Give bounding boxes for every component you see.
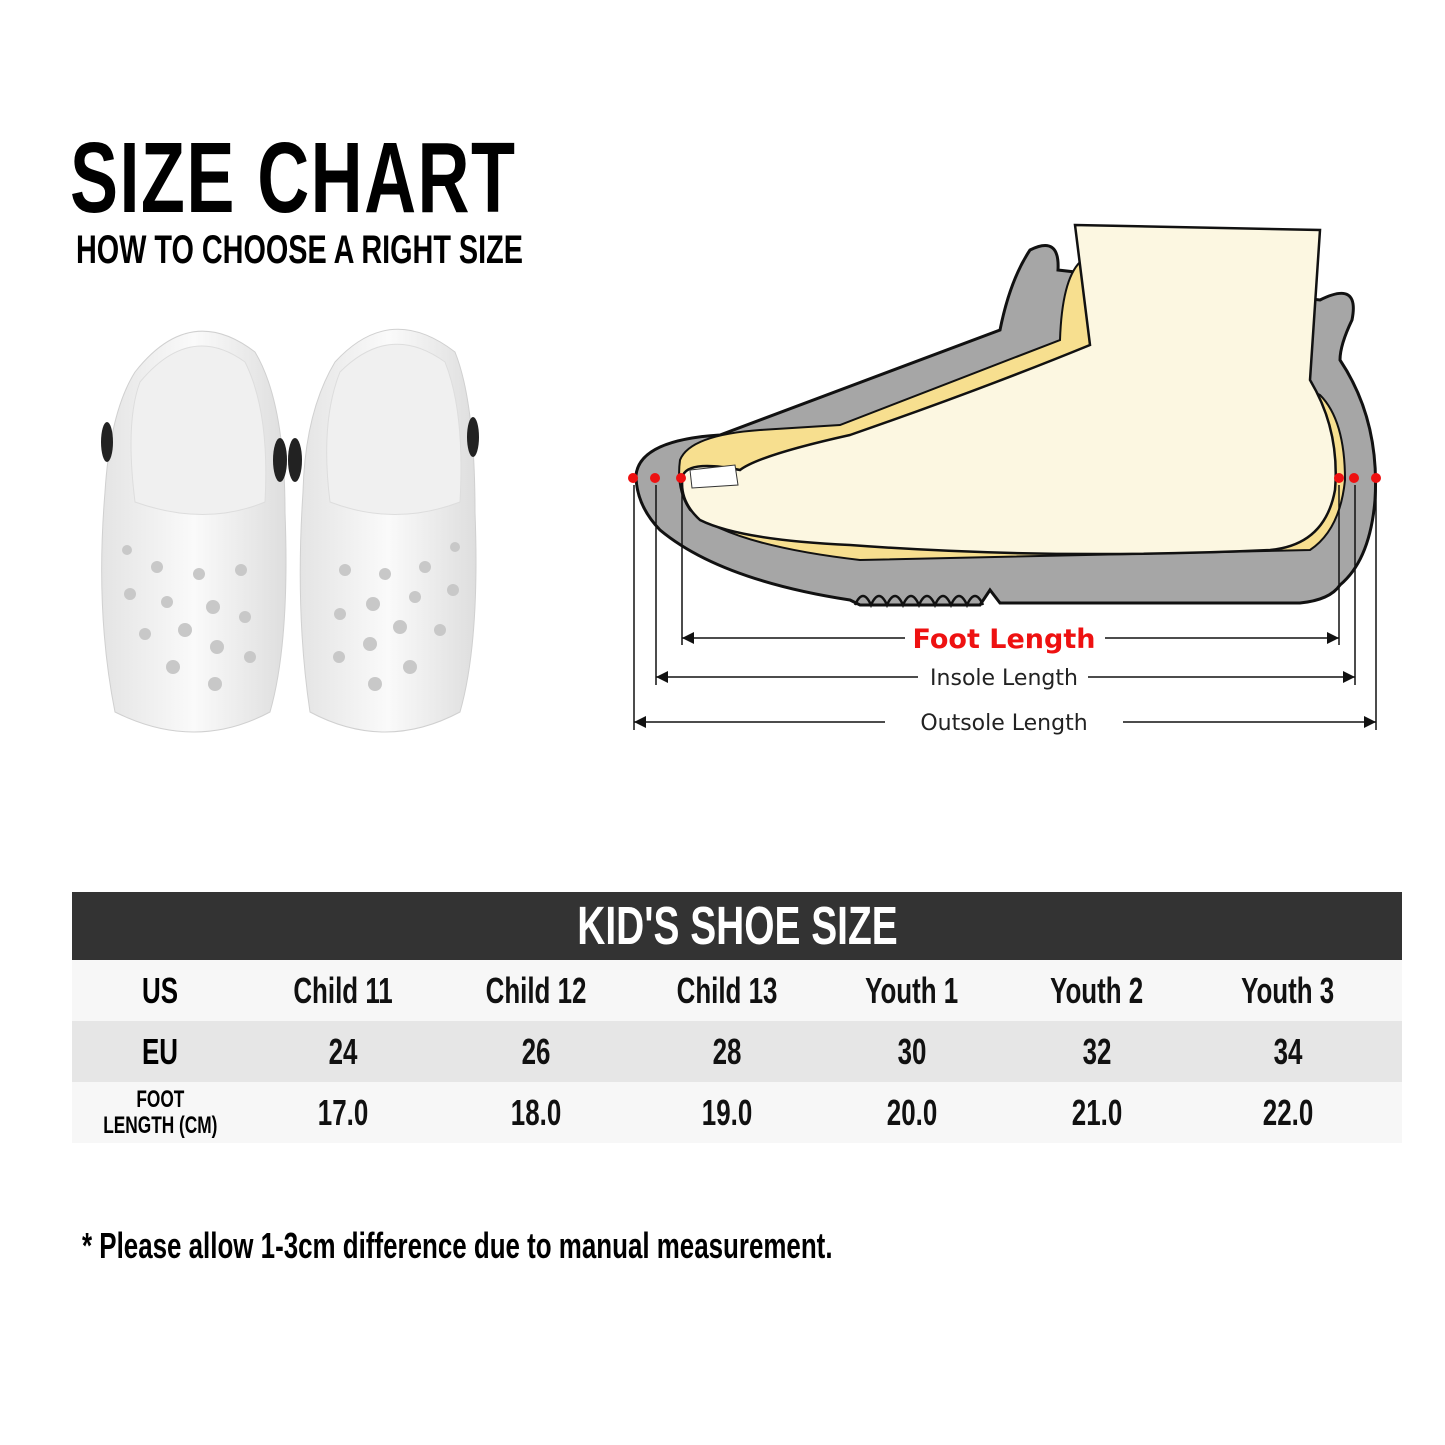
table-cell: Youth 3	[1241, 969, 1335, 1011]
footnote: * Please allow 1-3cm difference due to m…	[82, 1225, 833, 1266]
measure-points	[628, 473, 1381, 483]
table-cell: 24	[328, 1030, 358, 1072]
table-cell: 17.0	[317, 1091, 369, 1133]
left-clog	[101, 330, 287, 733]
table-cell: 34	[1273, 1030, 1303, 1072]
row-label: EU	[141, 1030, 178, 1072]
table-cell: 28	[712, 1030, 742, 1072]
table-cell: 20.0	[886, 1091, 938, 1133]
table-cell: 19.0	[701, 1091, 753, 1133]
foot-shape	[680, 223, 1337, 556]
table-row-us: US Child 11 Child 12 Child 13 Youth 1 Yo…	[72, 960, 1402, 1021]
table-cell: Child 13	[676, 969, 778, 1011]
foot-length-label: Foot Length	[913, 624, 1096, 655]
table-cell: Youth 2	[1050, 969, 1144, 1011]
table-cell: Child 11	[293, 969, 393, 1011]
size-table: KID'S SHOE SIZE US Child 11 Child 12 Chi…	[72, 892, 1402, 1143]
table-cell: 18.0	[510, 1091, 562, 1133]
foot-measurement-diagram: Foot Length Insole Length Outsole Length	[628, 223, 1381, 736]
table-cell: Youth 1	[865, 969, 959, 1011]
table-cell: Child 12	[485, 969, 587, 1011]
table-cell: 32	[1082, 1030, 1112, 1072]
table-cell: 26	[521, 1030, 551, 1072]
page-subtitle: HOW TO CHOOSE A RIGHT SIZE	[76, 228, 523, 272]
table-row-foot-length: FOOT LENGTH (CM) 17.0 18.0 19.0 20.0 21.…	[72, 1082, 1402, 1143]
row-label: FOOT LENGTH (CM)	[102, 1085, 218, 1139]
outsole-length-label: Outsole Length	[920, 711, 1087, 736]
table-cell: 21.0	[1071, 1091, 1123, 1133]
page-title: SIZE CHART	[70, 122, 517, 234]
table-cell: 22.0	[1262, 1091, 1314, 1133]
right-clog	[288, 328, 479, 733]
clogs-image	[101, 328, 479, 733]
row-label: US	[141, 969, 178, 1011]
table-title: KID'S SHOE SIZE	[72, 892, 1402, 960]
table-row-eu: EU 24 26 28 30 32 34	[72, 1021, 1402, 1082]
insole-length-label: Insole Length	[930, 666, 1078, 691]
table-cell: 30	[897, 1030, 927, 1072]
